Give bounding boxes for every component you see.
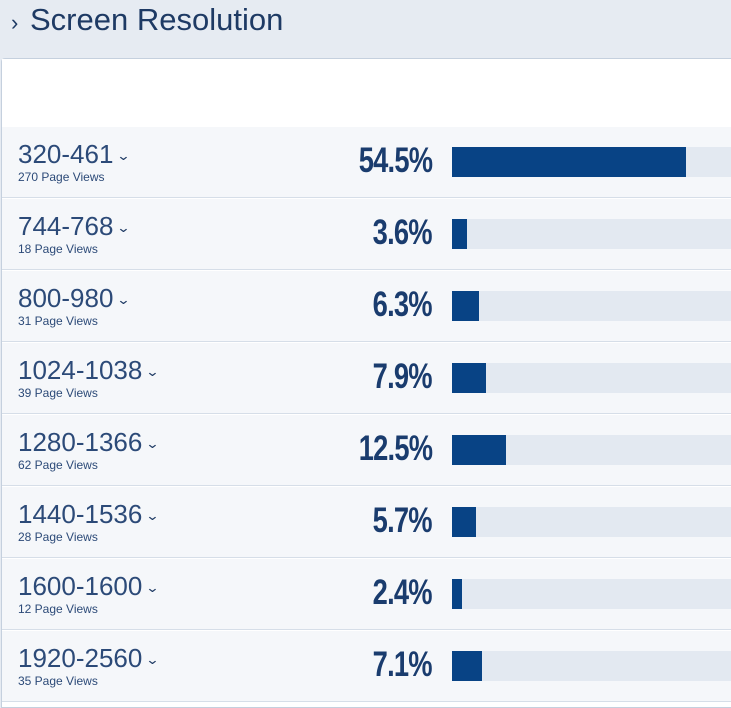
percentage-value: 2.4% xyxy=(372,573,433,612)
percentage-bar-fill xyxy=(452,219,467,249)
percentage-value: 12.5% xyxy=(358,429,432,468)
percentage-bar-fill xyxy=(452,507,476,537)
resolution-row[interactable]: 1280-1366 ⌄ 62 Page Views 12.5% xyxy=(2,415,731,486)
chevron-down-icon[interactable]: ⌄ xyxy=(145,580,160,596)
resolution-range-label: 320-461 xyxy=(18,139,114,169)
resolution-row[interactable]: 744-768 ⌄ 18 Page Views 3.6% xyxy=(2,199,731,270)
resolution-range-dropdown[interactable]: 1024-1038 ⌄ xyxy=(18,355,160,387)
chevron-down-icon[interactable]: ⌄ xyxy=(145,436,160,452)
resolution-range-dropdown[interactable]: 320-461 ⌄ xyxy=(18,139,131,171)
percentage-bar-track xyxy=(452,363,731,393)
percentage-value: 7.1% xyxy=(372,645,433,684)
chevron-down-icon[interactable]: ⌄ xyxy=(116,292,131,308)
percentage-bar-fill xyxy=(452,147,686,177)
resolution-range-dropdown[interactable]: 1920-2560 ⌄ xyxy=(18,643,160,675)
resolution-range-label: 1600-1600 xyxy=(18,571,143,601)
percentage-bar-fill xyxy=(452,651,482,681)
percentage-bar-track xyxy=(452,651,731,681)
resolution-row[interactable]: 1024-1038 ⌄ 39 Page Views 7.9% xyxy=(2,343,731,414)
percentage-value: 5.7% xyxy=(372,501,433,540)
resolution-range-label: 800-980 xyxy=(18,283,114,313)
resolution-range-label: 1280-1366 xyxy=(18,427,143,457)
chevron-down-icon[interactable]: ⌄ xyxy=(116,220,131,236)
percentage-bar-fill xyxy=(452,291,479,321)
page-views-count: 12 Page Views xyxy=(18,602,98,616)
resolution-range-label: 1440-1536 xyxy=(18,499,143,529)
resolution-row[interactable]: 320-461 ⌄ 270 Page Views 54.5% xyxy=(2,127,731,198)
resolution-range-dropdown[interactable]: 1440-1536 ⌄ xyxy=(18,499,160,531)
page-views-count: 28 Page Views xyxy=(18,530,98,544)
resolution-range-dropdown[interactable]: 1280-1366 ⌄ xyxy=(18,427,160,459)
resolution-range-label: 1024-1038 xyxy=(18,355,143,385)
page-views-count: 39 Page Views xyxy=(18,386,98,400)
chevron-down-icon[interactable]: ⌄ xyxy=(116,148,131,164)
percentage-bar-fill xyxy=(452,579,462,609)
chevron-down-icon[interactable]: ⌄ xyxy=(145,364,160,380)
section-title: Screen Resolution xyxy=(30,2,284,37)
percentage-bar-track xyxy=(452,579,731,609)
page-views-count: 35 Page Views xyxy=(18,674,98,688)
section-header[interactable]: › Screen Resolution xyxy=(0,0,731,58)
resolution-row[interactable]: 800-980 ⌄ 31 Page Views 6.3% xyxy=(2,271,731,342)
percentage-bar-fill xyxy=(452,363,486,393)
resolution-range-dropdown[interactable]: 1600-1600 ⌄ xyxy=(18,571,160,603)
percentage-value: 3.6% xyxy=(372,213,433,252)
panel-header-area xyxy=(2,59,731,128)
percentage-value: 54.5% xyxy=(358,141,432,180)
resolution-range-label: 744-768 xyxy=(18,211,114,241)
percentage-bar-track xyxy=(452,507,731,537)
percentage-value: 7.9% xyxy=(372,357,433,396)
page-views-count: 62 Page Views xyxy=(18,458,98,472)
resolution-row[interactable]: 1920-2560 ⌄ 35 Page Views 7.1% xyxy=(2,631,731,702)
resolution-panel: 320-461 ⌄ 270 Page Views 54.5% 744-768 ⌄ 18 Pa… xyxy=(1,58,731,708)
chevron-down-icon[interactable]: ⌄ xyxy=(145,508,160,524)
resolution-row[interactable]: 1600-1600 ⌄ 12 Page Views 2.4% xyxy=(2,559,731,630)
resolution-range-label: 1920-2560 xyxy=(18,643,143,673)
resolution-range-dropdown[interactable]: 744-768 ⌄ xyxy=(18,211,131,243)
page-views-count: 270 Page Views xyxy=(18,170,105,184)
resolution-range-dropdown[interactable]: 800-980 ⌄ xyxy=(18,283,131,315)
percentage-bar-fill xyxy=(452,435,506,465)
page-views-count: 31 Page Views xyxy=(18,314,98,328)
percentage-bar-track xyxy=(452,291,731,321)
percentage-value: 6.3% xyxy=(372,285,433,324)
percentage-bar-track xyxy=(452,435,731,465)
resolution-row[interactable]: 1440-1536 ⌄ 28 Page Views 5.7% xyxy=(2,487,731,558)
chevron-down-icon[interactable]: ⌄ xyxy=(145,652,160,668)
percentage-bar-track xyxy=(452,147,731,177)
percentage-bar-track xyxy=(452,219,731,249)
page-views-count: 18 Page Views xyxy=(18,242,98,256)
chevron-right-icon[interactable]: › xyxy=(11,10,19,35)
